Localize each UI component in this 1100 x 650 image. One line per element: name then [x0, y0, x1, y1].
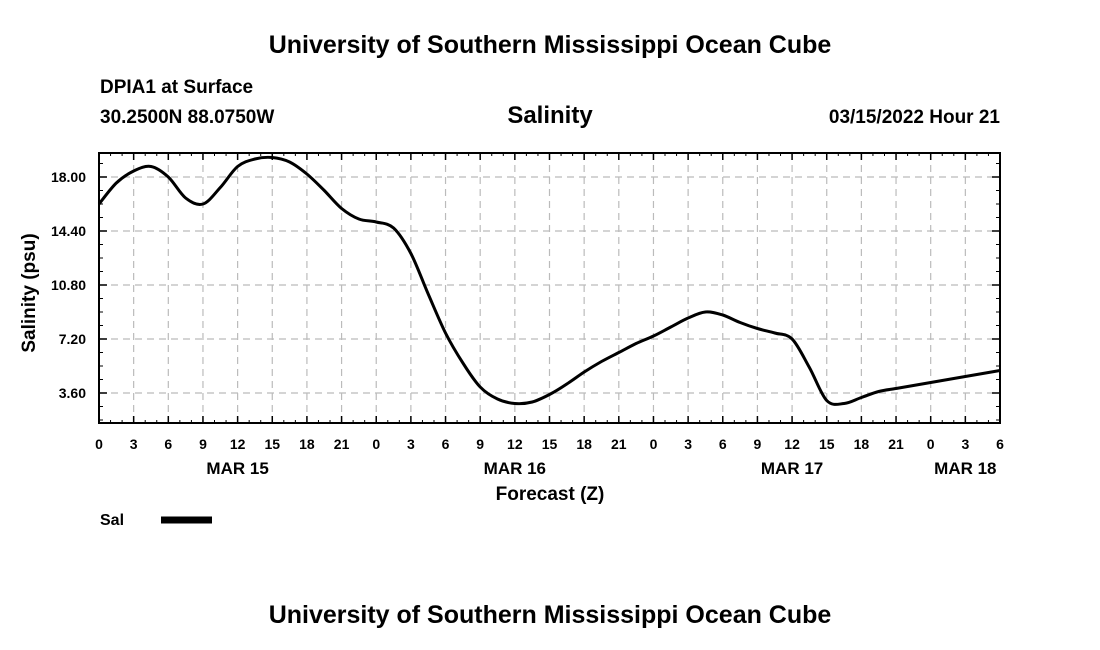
x-tick-label: 0 [650, 436, 658, 452]
x-tick-label: 9 [199, 436, 207, 452]
page-title: University of Southern Mississippi Ocean… [268, 31, 832, 59]
x-tick-label: 3 [407, 436, 415, 452]
date-label: MAR 17 [761, 459, 823, 478]
x-tick-label: 15 [819, 436, 835, 452]
station-label: DPIA1 at Surface [100, 77, 254, 98]
date-label: MAR 18 [934, 459, 996, 478]
x-axis-label: Forecast (Z) [496, 484, 605, 505]
x-tick-label: 15 [542, 436, 558, 452]
axis-ticks: 0 3 6 9 12 15 18 21 0 3 6 9 12 15 18 21 0 3 6 9 12 15 18 21 0 3 6 3… [51, 153, 1004, 478]
series-line-sal [97, 155, 1001, 406]
x-tick-label: 9 [754, 436, 762, 452]
y-tick-label: 18.00 [51, 169, 86, 185]
legend-label: Sal [100, 512, 124, 529]
x-tick-label: 12 [784, 436, 800, 452]
x-tick-label: 6 [442, 436, 450, 452]
y-tick-label: 14.40 [51, 223, 86, 239]
grid-lines [99, 153, 1000, 423]
x-tick-label: 21 [611, 436, 627, 452]
x-tick-label: 6 [719, 436, 727, 452]
x-tick-label: 15 [264, 436, 280, 452]
x-tick-label: 21 [334, 436, 350, 452]
y-tick-label: 7.20 [59, 331, 86, 347]
footer-title: University of Southern Mississippi Ocean… [268, 601, 832, 629]
x-tick-label: 12 [507, 436, 523, 452]
forecast-datetime: 03/15/2022 Hour 21 [828, 107, 1000, 128]
y-axis-label: Salinity (psu) [19, 233, 40, 352]
x-tick-label: 6 [996, 436, 1004, 452]
x-tick-label: 18 [299, 436, 315, 452]
x-tick-label: 21 [888, 436, 904, 452]
x-tick-label: 3 [684, 436, 692, 452]
x-tick-label: 18 [854, 436, 870, 452]
date-label: MAR 16 [484, 459, 546, 478]
variable-title: Salinity [507, 102, 593, 129]
x-tick-label: 12 [230, 436, 246, 452]
series-layer [97, 155, 1001, 406]
x-tick-label: 0 [372, 436, 380, 452]
x-tick-label: 0 [927, 436, 935, 452]
coordinates-label: 30.2500N 88.0750W [100, 107, 275, 128]
x-tick-label: 0 [95, 436, 103, 452]
y-tick-label: 10.80 [51, 277, 86, 293]
x-tick-label: 3 [130, 436, 138, 452]
x-tick-label: 18 [576, 436, 592, 452]
x-tick-label: 3 [961, 436, 969, 452]
y-tick-label: 3.60 [59, 385, 86, 401]
x-tick-label: 6 [164, 436, 172, 452]
x-tick-label: 9 [476, 436, 484, 452]
legend: Sal [100, 512, 212, 529]
date-label: MAR 15 [206, 459, 268, 478]
